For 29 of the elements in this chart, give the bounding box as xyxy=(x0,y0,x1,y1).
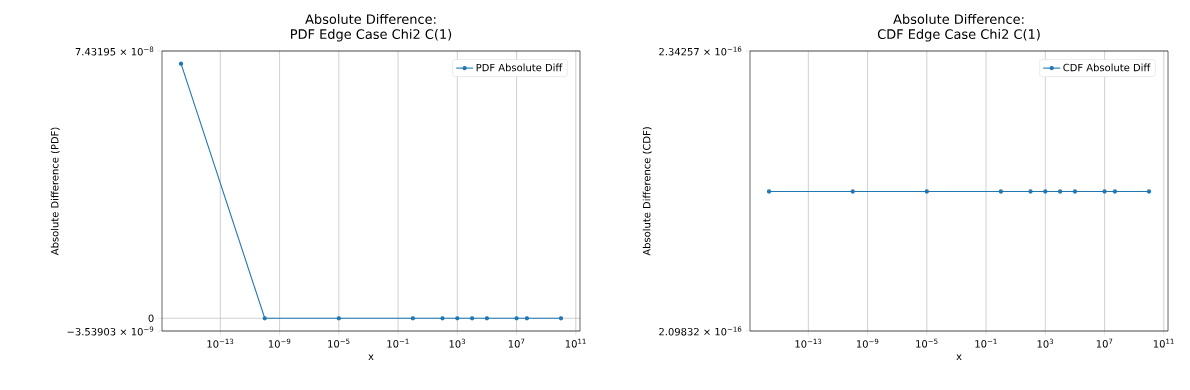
y-axis-title: Absolute Difference (PDF) xyxy=(50,127,60,256)
x-tick-label: 10$^{−13}$ xyxy=(795,338,822,348)
y-tick-label: 7.43195 × 10$^{−8}$ xyxy=(75,46,154,56)
y-tick-label: −3.53903 × 10$^{−9}$ xyxy=(67,326,154,336)
y-axis-title: Absolute Difference (CDF) xyxy=(642,127,652,256)
x-tick-label: 10$^{−5}$ xyxy=(328,338,350,348)
chart-title: Absolute Difference: xyxy=(893,14,1024,25)
x-tick-label: 10$^{7}$ xyxy=(1096,338,1113,348)
x-axis-title: x xyxy=(368,354,374,360)
x-tick-label: 10$^{7}$ xyxy=(508,338,525,348)
y-tick-label: 2.09832 × 10$^{−16}$ xyxy=(659,326,742,336)
x-axis-title: x xyxy=(956,354,962,360)
y-tick-label: 0 xyxy=(148,314,154,323)
x-tick-label: 10$^{11}$ xyxy=(1153,338,1174,348)
x-tick-label: 10$^{−1}$ xyxy=(975,338,997,348)
x-tick-label: 10$^{−5}$ xyxy=(916,338,938,348)
chart-subtitle: PDF Edge Case Chi2 C(1) xyxy=(291,28,452,42)
x-tick-label: 10$^{−13}$ xyxy=(207,338,234,348)
x-tick-label: 10$^{−9}$ xyxy=(268,338,291,348)
x-tick-label: 10$^{11}$ xyxy=(565,338,586,348)
legend-label: CDF Absolute Diff xyxy=(1063,63,1151,72)
legend-label: PDF Absolute Diff xyxy=(476,63,563,72)
x-tick-label: 10$^{−1}$ xyxy=(387,338,409,348)
y-tick-label: 2.34257 × 10$^{−16}$ xyxy=(659,46,742,56)
chart-title: Absolute Difference: xyxy=(305,14,436,25)
x-tick-label: 10$^{3}$ xyxy=(1037,338,1054,348)
x-tick-label: 10$^{−9}$ xyxy=(856,338,879,348)
chart-subtitle: CDF Edge Case Chi2 C(1) xyxy=(877,28,1040,42)
x-tick-label: 10$^{3}$ xyxy=(449,338,466,348)
